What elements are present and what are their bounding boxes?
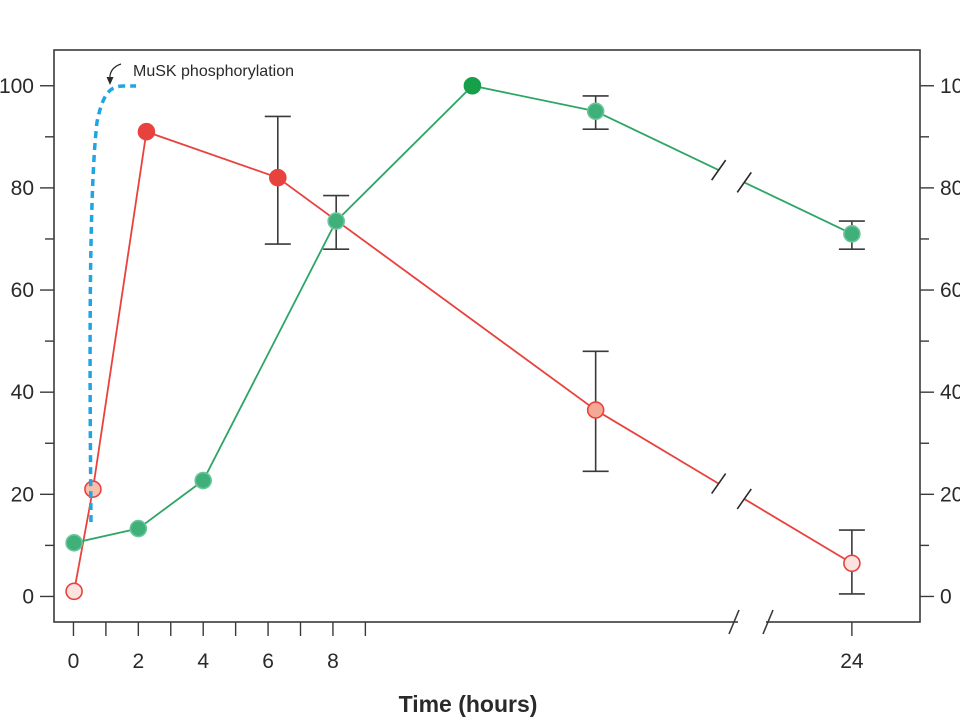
right-y-tick-label: 100: [940, 75, 960, 98]
right-y-tick-label: 80: [940, 177, 960, 200]
y-tick-label: 80: [11, 177, 34, 200]
axes-layer: 0204060801000204060801000246824: [0, 75, 960, 673]
x-tick-label: 2: [132, 650, 144, 673]
x-tick-label: 6: [262, 650, 274, 673]
right-y-tick-label: 60: [940, 279, 960, 302]
green-series-line: [137, 479, 204, 530]
lines-layer: [73, 84, 853, 592]
line-break-mark: [736, 171, 752, 193]
y-tick-label: 100: [0, 75, 34, 98]
x-axis-break-gap: [738, 619, 766, 625]
x-tick-label: 4: [197, 650, 209, 673]
red-data-point: [137, 122, 156, 141]
green-series-line: [595, 110, 720, 171]
y-tick-label: 40: [11, 381, 34, 404]
annotation-arrowhead-icon: [106, 77, 114, 85]
red-data-point: [843, 554, 861, 573]
x-axis-title: Time (hours): [399, 691, 538, 717]
red-series-line: [743, 498, 853, 565]
right-y-tick-label: 20: [940, 483, 960, 506]
line-break-mark: [710, 473, 727, 495]
green-data-point: [843, 225, 861, 243]
green-data-point: [586, 102, 605, 121]
error-bars: [264, 95, 865, 595]
green-series-line: [472, 84, 596, 113]
red-data-point: [65, 582, 83, 601]
y-tick-label: 60: [11, 279, 34, 302]
line-break-mark: [736, 488, 752, 510]
y-tick-label: 0: [22, 585, 34, 608]
red-data-point: [268, 168, 287, 187]
plot-frame: [53, 49, 921, 623]
green-series-line: [335, 85, 474, 222]
x-axis-break-mark: [728, 609, 740, 635]
green-data-point: [129, 519, 148, 538]
red-series-line: [92, 131, 148, 490]
green-series-line: [743, 181, 853, 235]
line-break-mark: [710, 159, 727, 181]
right-y-tick-label: 0: [940, 585, 952, 608]
red-data-point: [586, 401, 605, 419]
points-layer: [65, 76, 861, 601]
x-tick-label: 0: [68, 650, 80, 673]
red-data-point: [84, 480, 102, 499]
annotation-layer: MuSK phosphorylation: [88, 63, 294, 523]
green-data-point: [194, 471, 212, 490]
red-series-line: [146, 130, 279, 179]
musk-phosphorylation-label: MuSK phosphorylation: [133, 63, 294, 80]
right-y-tick-label: 40: [940, 381, 960, 404]
y-tick-label: 20: [11, 483, 34, 506]
musk-phosphorylation-curve: [88, 84, 136, 523]
green-data-point: [65, 534, 83, 552]
green-series-line: [73, 527, 139, 544]
x-tick-label: 24: [840, 650, 864, 673]
x-tick-label: 8: [327, 650, 339, 673]
x-axis-break-mark: [762, 609, 774, 635]
green-data-point: [463, 76, 482, 95]
green-data-point: [327, 212, 345, 230]
green-series-line: [202, 220, 337, 481]
red-series-line: [595, 409, 720, 485]
red-series-line: [277, 176, 597, 411]
